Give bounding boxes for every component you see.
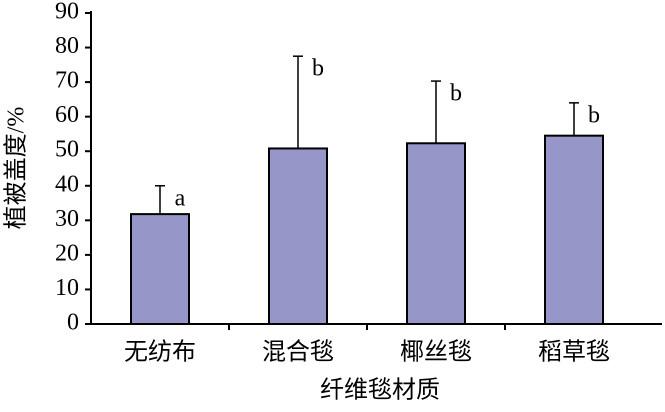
y-tick-label: 30 [55,206,79,232]
y-tick-label: 10 [55,275,79,301]
y-tick-label: 70 [55,68,79,94]
y-tick-label: 60 [55,102,79,128]
x-tick-label: 混合毯 [262,339,334,366]
bar [406,142,466,325]
y-tick-label: 20 [55,240,79,266]
x-axis-label: 纤维毯材质 [320,377,440,404]
y-tick-label: 50 [55,137,79,163]
significance-label: b [312,56,324,82]
y-axis-label: 植被盖度/% [3,107,30,230]
x-tick-label: 椰丝毯 [400,339,472,366]
bar [268,147,328,325]
y-tick-label: 90 [55,0,79,25]
y-tick-label: 0 [67,310,79,336]
x-tick-label: 无纺布 [124,339,196,366]
x-tick-label: 稻草毯 [538,339,610,366]
bar [130,213,190,325]
significance-label: b [588,102,600,128]
significance-label: a [175,185,186,211]
bar [544,134,604,325]
significance-label: b [450,81,462,107]
y-tick-label: 80 [55,33,79,59]
y-tick-label: 40 [55,171,79,197]
